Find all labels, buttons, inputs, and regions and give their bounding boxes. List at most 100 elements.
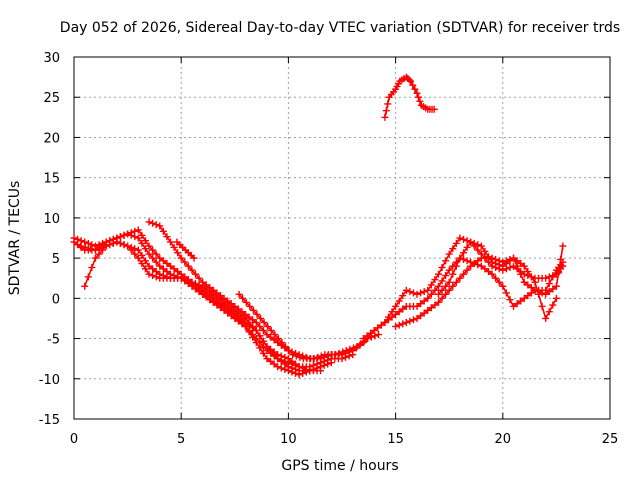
data-point-marker [342, 347, 350, 355]
data-point-marker [156, 254, 164, 262]
data-point-marker [238, 318, 246, 326]
data-point-marker [288, 364, 296, 372]
data-point-marker [431, 276, 439, 284]
data-point-marker [116, 239, 124, 247]
data-series-arc-6 [173, 238, 198, 262]
data-point-marker [549, 285, 557, 293]
data-point-marker [517, 259, 525, 267]
data-point-marker [284, 355, 292, 363]
data-point-marker [145, 270, 153, 278]
data-point-marker [414, 93, 422, 101]
data-point-marker [367, 329, 375, 337]
data-point-marker [134, 226, 142, 234]
data-point-marker [399, 320, 407, 328]
data-point-marker [388, 313, 396, 321]
x-axis-label: GPS time / hours [281, 458, 398, 474]
data-point-marker [181, 276, 189, 284]
data-point-marker [392, 310, 400, 318]
data-point-marker [288, 357, 296, 365]
data-point-marker [545, 308, 553, 316]
data-point-marker [409, 289, 417, 297]
chart-title: Day 052 of 2026, Sidereal Day-to-day VTE… [60, 20, 620, 36]
data-point-marker [467, 262, 475, 270]
data-point-marker [309, 365, 317, 373]
data-point-marker [445, 266, 453, 274]
data-point-marker [77, 243, 85, 251]
data-point-marker [335, 349, 343, 357]
data-point-marker [449, 282, 457, 290]
data-point-marker [434, 282, 442, 290]
data-point-marker [234, 305, 242, 313]
data-point-marker [270, 336, 278, 344]
data-point-marker [141, 265, 149, 273]
data-point-marker [520, 294, 528, 302]
data-point-marker [517, 297, 525, 305]
data-point-marker [492, 274, 500, 282]
data-point-marker [409, 316, 417, 324]
data-point-marker [502, 259, 510, 267]
data-point-marker [517, 270, 525, 278]
data-point-marker [292, 352, 300, 360]
data-point-marker [253, 310, 261, 318]
data-point-marker [459, 249, 467, 257]
data-point-marker [127, 231, 135, 239]
data-point-marker [506, 257, 514, 265]
data-points [70, 73, 567, 379]
data-point-marker [81, 238, 89, 246]
data-point-marker [459, 255, 467, 263]
series-trace [394, 257, 558, 328]
data-point-marker [95, 250, 103, 258]
data-point-marker [463, 266, 471, 274]
data-point-marker [506, 263, 514, 271]
data-point-marker [420, 309, 428, 317]
data-point-marker [399, 292, 407, 300]
data-point-marker [374, 331, 382, 339]
grid [74, 57, 610, 419]
y-tick-label: 10 [43, 212, 60, 227]
data-point-marker [402, 318, 410, 326]
data-point-marker [524, 292, 532, 300]
data-point-marker [445, 250, 453, 258]
data-point-marker [245, 328, 253, 336]
data-point-marker [270, 351, 278, 359]
data-point-marker [152, 221, 160, 229]
data-point-marker [470, 239, 478, 247]
data-point-marker [242, 310, 250, 318]
y-axis-label: SDTVAR / TECUs [7, 181, 23, 296]
data-point-marker [420, 297, 428, 305]
data-point-marker [420, 288, 428, 296]
data-series-arc-7 [235, 290, 382, 363]
data-point-marker [252, 318, 260, 326]
data-point-marker [84, 239, 92, 247]
data-point-marker [413, 290, 421, 298]
data-point-marker [442, 272, 450, 280]
data-point-marker [74, 241, 82, 249]
data-point-marker [177, 274, 185, 282]
data-point-marker [434, 290, 442, 298]
data-point-marker [281, 353, 289, 361]
data-point-marker [242, 322, 250, 330]
data-point-marker [184, 262, 192, 270]
data-point-marker [166, 262, 174, 270]
data-point-marker [510, 302, 518, 310]
data-point-marker [235, 290, 243, 298]
data-point-marker [274, 363, 282, 371]
data-point-marker [463, 257, 471, 265]
data-point-marker [317, 363, 325, 371]
data-point-marker [353, 343, 361, 351]
data-point-marker [256, 344, 264, 352]
data-point-marker [413, 302, 421, 310]
data-point-marker [413, 89, 421, 97]
data-point-marker [513, 300, 521, 308]
data-point-marker [431, 286, 439, 294]
data-point-marker [271, 331, 279, 339]
data-point-marker [327, 359, 335, 367]
data-point-marker [481, 265, 489, 273]
data-point-marker [384, 316, 392, 324]
data-point-marker [357, 340, 365, 348]
data-point-marker [267, 333, 275, 341]
data-point-marker [174, 249, 182, 257]
data-point-marker [409, 81, 417, 89]
data-point-marker [367, 333, 375, 341]
